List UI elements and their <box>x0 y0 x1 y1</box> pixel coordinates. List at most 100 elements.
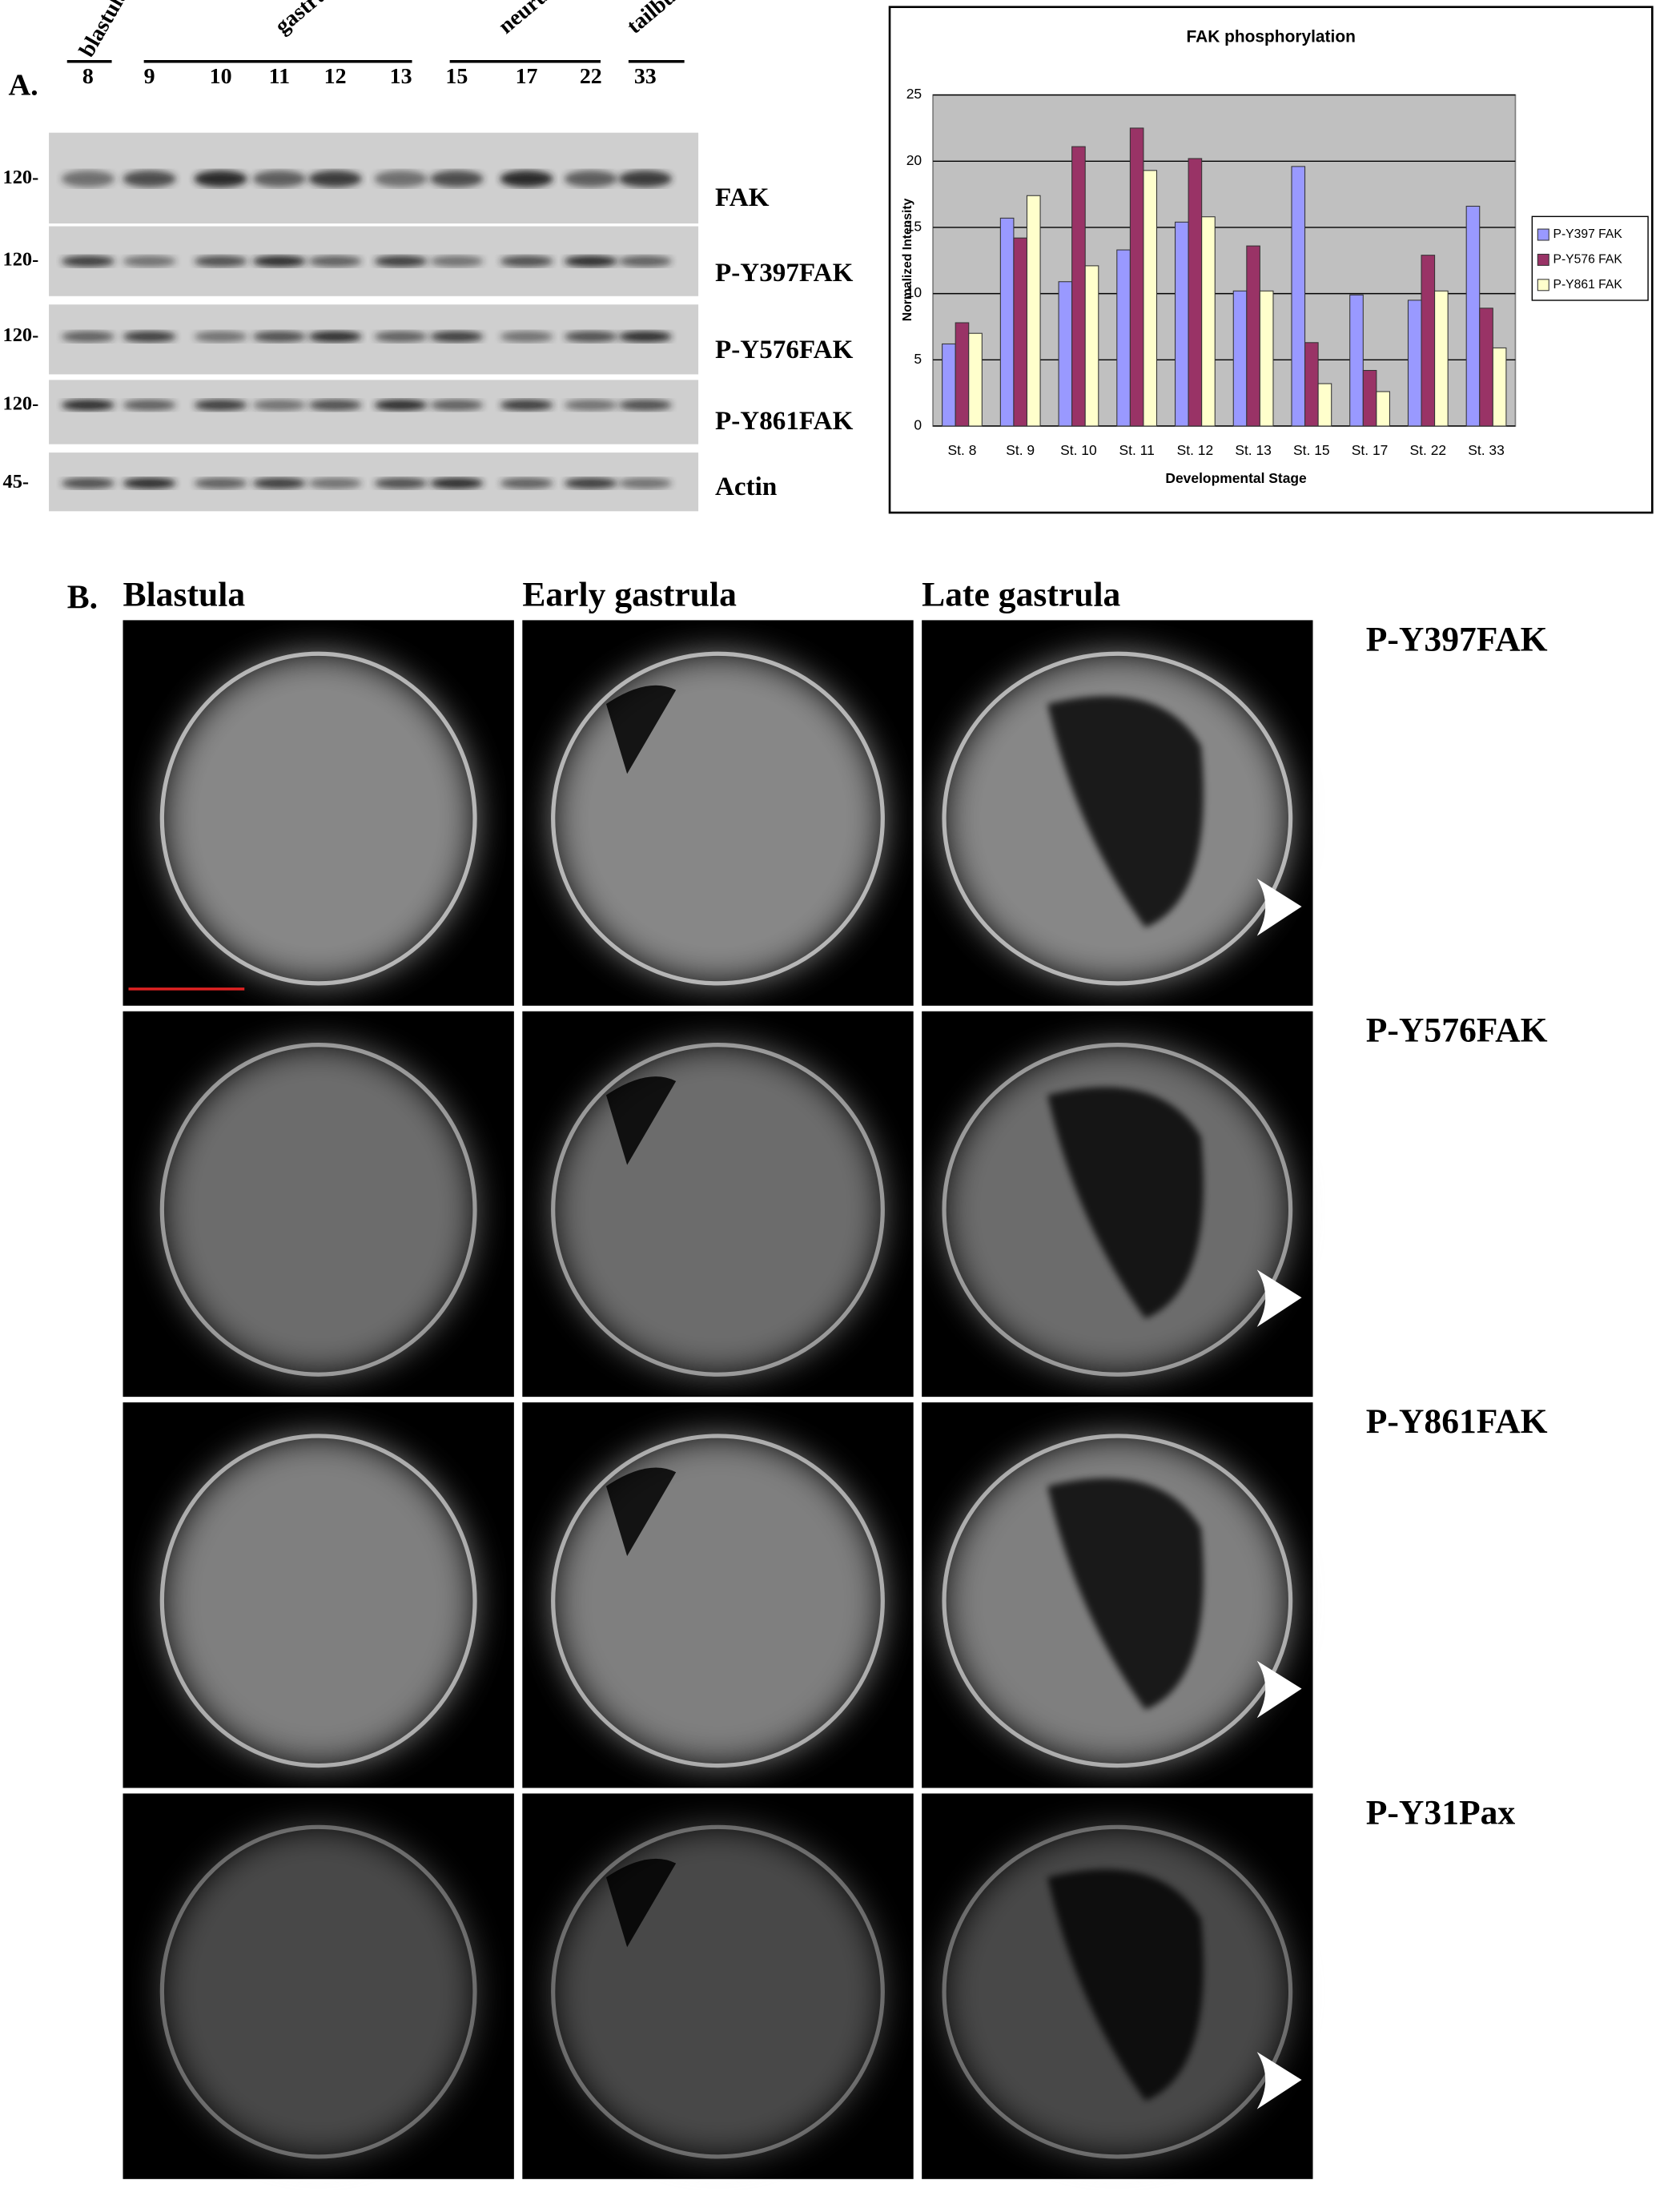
column-header: Late gastrula <box>922 575 1120 613</box>
bar <box>1246 245 1260 427</box>
arrowhead <box>1256 2052 1302 2109</box>
lane-number: 8 <box>82 64 94 89</box>
row-label: P-Y31Pax <box>1366 1793 1516 1832</box>
embryo-edge <box>942 651 1293 986</box>
band <box>61 477 115 489</box>
band <box>252 477 306 489</box>
blot-label: Actin <box>715 472 777 501</box>
band <box>430 399 484 411</box>
legend-label: P-Y861 FAK <box>1553 278 1622 292</box>
band <box>194 477 247 489</box>
bar <box>968 332 983 427</box>
band <box>308 170 362 187</box>
bar <box>1143 170 1158 427</box>
bar <box>1434 290 1449 427</box>
x-tick-label: St. 9 <box>1006 442 1035 458</box>
lane-number: 33 <box>634 64 657 89</box>
row-label: P-Y861FAK <box>1366 1402 1548 1441</box>
lane-number: 15 <box>445 64 468 89</box>
embryo-edge <box>159 1042 477 1377</box>
bar <box>955 322 970 427</box>
band <box>618 170 672 187</box>
bar <box>1465 205 1481 427</box>
cavity <box>605 1467 677 1556</box>
stage-group: gastrula <box>271 0 347 39</box>
bar <box>1349 294 1364 427</box>
y-tick-label: 10 <box>906 284 922 300</box>
cavity <box>605 1858 677 1948</box>
blot-label: P-Y397FAK <box>715 258 854 288</box>
band <box>430 477 484 489</box>
column-header: Early gastrula <box>522 575 737 613</box>
bar <box>1058 281 1073 427</box>
embryo <box>162 1827 476 2157</box>
bar <box>1129 127 1144 427</box>
stage-group: neurula <box>494 0 567 39</box>
embryo-edge <box>551 1434 885 1768</box>
y-tick-label: 0 <box>914 417 922 433</box>
x-axis-label: Developmental Stage <box>1165 470 1307 486</box>
band <box>500 255 553 267</box>
mw-marker: 120- <box>3 249 39 271</box>
band <box>564 170 617 187</box>
legend-swatch <box>1537 228 1549 241</box>
embryo <box>162 1044 476 1375</box>
bar <box>1291 166 1306 427</box>
stage-group: blastula <box>74 0 134 61</box>
bar <box>942 343 956 427</box>
y-tick-label: 5 <box>914 351 922 367</box>
embryo <box>162 1435 476 1766</box>
x-tick-label: St. 10 <box>1060 442 1097 458</box>
bar <box>1116 249 1131 427</box>
mw-marker: 120- <box>3 167 39 188</box>
band <box>123 255 176 267</box>
cavity <box>605 1076 677 1165</box>
bar <box>1084 265 1099 427</box>
lane-number: 22 <box>580 64 602 89</box>
band <box>194 331 247 343</box>
lane-number: 17 <box>516 64 538 89</box>
embryo-edge <box>159 1824 477 2159</box>
embryo-edge <box>942 1824 1293 2159</box>
band <box>374 170 428 187</box>
x-tick-label: St. 33 <box>1468 442 1505 458</box>
band <box>374 399 428 411</box>
embryo-edge <box>551 1042 885 1377</box>
band <box>500 477 553 489</box>
band <box>500 399 553 411</box>
band <box>564 331 617 343</box>
panel-label: B. <box>67 580 98 617</box>
bar <box>1026 195 1041 427</box>
blot-label: P-Y861FAK <box>715 406 854 436</box>
band <box>500 170 553 187</box>
bar <box>1362 369 1377 427</box>
lane-number: 10 <box>210 64 232 89</box>
embryo-edge <box>942 1434 1293 1768</box>
lane-number: 9 <box>144 64 155 89</box>
bar <box>1317 383 1332 427</box>
y-tick-label: 15 <box>906 219 922 235</box>
band <box>194 399 247 411</box>
bar <box>1259 290 1274 427</box>
bar <box>1232 290 1248 427</box>
band <box>618 477 672 489</box>
band <box>252 170 306 187</box>
band <box>500 331 553 343</box>
band <box>564 255 617 267</box>
band <box>61 170 115 187</box>
bar <box>1376 391 1390 427</box>
stage-group: tailbud <box>622 0 691 39</box>
embryo-edge <box>942 1042 1293 1377</box>
bar <box>1479 308 1493 427</box>
band <box>564 477 617 489</box>
x-tick-label: St. 13 <box>1235 442 1272 458</box>
lane-number: 13 <box>390 64 412 89</box>
x-tick-label: St. 15 <box>1293 442 1330 458</box>
band <box>61 255 115 267</box>
band <box>61 399 115 411</box>
band <box>564 399 617 411</box>
row-label: P-Y397FAK <box>1366 620 1548 658</box>
bar <box>1304 342 1319 427</box>
